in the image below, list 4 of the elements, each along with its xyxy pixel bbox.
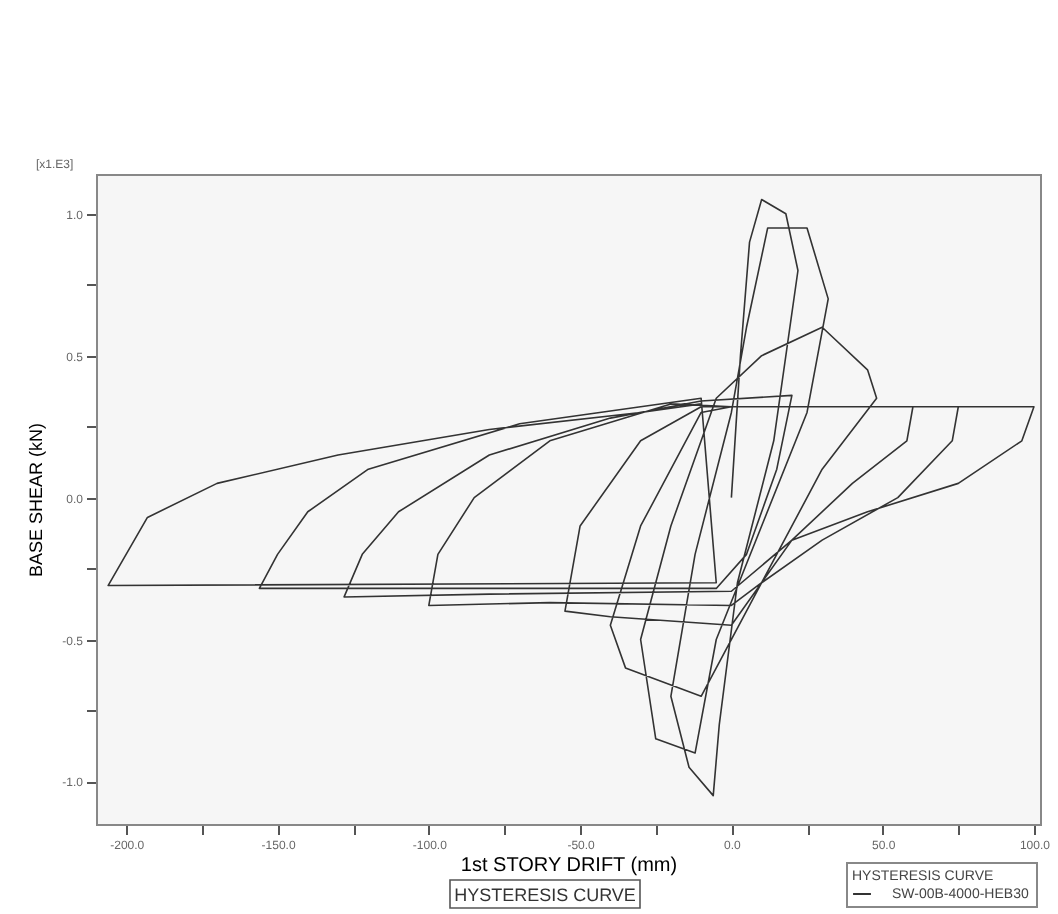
line-series (107, 198, 1035, 797)
x-axis-title: 1st STORY DRIFT (mm) (460, 855, 678, 877)
y-axis-title: BASE SHEAR (kN) (26, 422, 47, 578)
text: HYSTERESIS CURVE (454, 885, 636, 905)
